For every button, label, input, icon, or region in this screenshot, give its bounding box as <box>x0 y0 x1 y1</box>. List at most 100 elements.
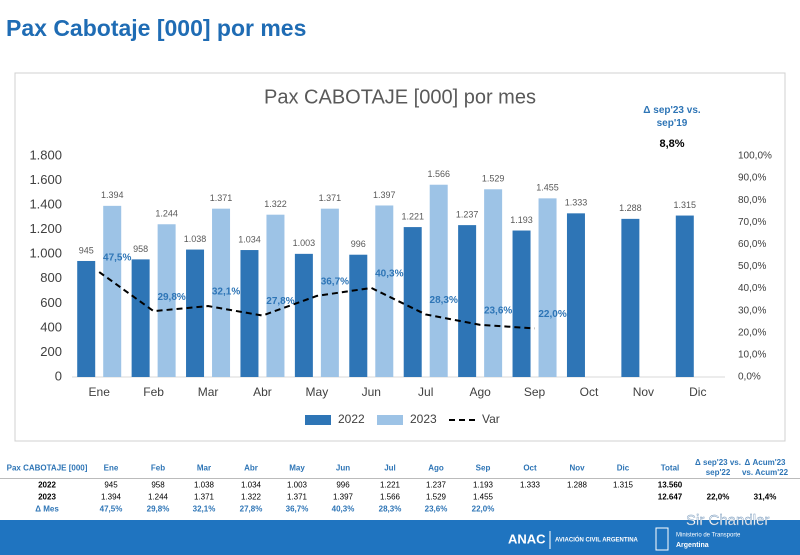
line-label: 47,5% <box>103 253 131 264</box>
y2-tick-label: 80,0% <box>738 195 766 206</box>
line-label: 40,3% <box>375 269 403 280</box>
value-label: 1.566 <box>427 169 450 179</box>
x-tick-label: Mar <box>198 385 219 399</box>
table-rule <box>0 478 800 479</box>
y2-tick-label: 0,0% <box>738 372 761 383</box>
value-label: 1.394 <box>101 190 124 200</box>
table-cell: 27,8% <box>239 504 263 514</box>
value-label: 1.244 <box>155 209 178 219</box>
table-cell: Jun <box>335 463 351 473</box>
bar <box>429 184 448 377</box>
x-tick-label: Feb <box>143 385 164 399</box>
line-label: 23,6% <box>484 305 512 316</box>
table-cell: 28,3% <box>378 504 402 514</box>
table-cell: 1.288 <box>566 480 588 490</box>
bar <box>266 214 285 377</box>
value-label: 958 <box>133 244 148 254</box>
bar <box>675 215 694 377</box>
table-cell: Sep <box>475 463 491 473</box>
footer-brand-sub: AVIACIÓN CIVIL ARGENTINA <box>555 536 639 544</box>
bar <box>484 189 503 377</box>
value-label: 1.371 <box>210 193 233 203</box>
value-label: 1.333 <box>565 198 588 208</box>
y2-tick-label: 90,0% <box>738 173 766 184</box>
table-cell: 22,0% <box>706 492 730 502</box>
footer-brand: ANAC <box>508 531 546 546</box>
bar <box>77 260 96 377</box>
table-cell: 945 <box>104 480 118 490</box>
footer-bar <box>0 520 800 555</box>
line-label: 27,8% <box>266 296 294 307</box>
table-cell: 1.371 <box>286 492 308 502</box>
x-tick-label: Jun <box>362 385 381 399</box>
legend-label: 2023 <box>410 412 437 426</box>
table-cell: 1.566 <box>379 492 401 502</box>
table-cell: Nov <box>569 463 585 473</box>
chart-frame <box>14 72 786 442</box>
x-tick-label: Oct <box>580 385 599 399</box>
table-cell: Δ Mes <box>35 504 59 514</box>
y2-tick-label: 70,0% <box>738 217 766 228</box>
table-cell: 22,0% <box>471 504 495 514</box>
bar <box>212 208 231 377</box>
value-label: 1.237 <box>456 209 479 219</box>
value-label: 996 <box>351 239 366 249</box>
table-cell: Δ Acum'23 vs. Acum'22 <box>741 458 789 477</box>
table-cell: 1.221 <box>379 480 401 490</box>
page-title: Pax Cabotaje [000] por mes <box>6 15 306 41</box>
legend-label: Var <box>482 412 500 426</box>
y-tick-label: 400 <box>40 319 62 334</box>
x-tick-label: Sep <box>524 385 546 399</box>
table-cell: Dic <box>616 463 630 473</box>
chart-title: Pax CABOTAJE [000] por mes <box>264 86 536 108</box>
table-cell: Jul <box>384 463 396 473</box>
value-label: 945 <box>79 245 94 255</box>
x-tick-label: Ene <box>89 385 111 399</box>
table-cell: 1.193 <box>472 480 494 490</box>
bar <box>458 225 477 377</box>
table-cell: 40,3% <box>331 504 355 514</box>
table-cell: 1.322 <box>240 492 262 502</box>
value-label: 1.038 <box>184 234 207 244</box>
line-label: 32,1% <box>212 287 240 298</box>
table-cell: 1.371 <box>193 492 215 502</box>
y-tick-label: 200 <box>40 344 62 359</box>
table-cell: 13.560 <box>657 480 683 490</box>
table-cell: 36,7% <box>285 504 309 514</box>
value-label: 1.322 <box>264 199 287 209</box>
bar <box>157 224 176 377</box>
footer-country: Argentina <box>676 542 709 549</box>
table-cell: Mar <box>196 463 212 473</box>
y-tick-label: 800 <box>40 270 62 285</box>
table-cell: Δ sep'23 vs. sep'22 <box>695 458 741 477</box>
x-tick-label: Jul <box>418 385 433 399</box>
y-tick-label: 1.800 <box>29 147 62 162</box>
table-cell: Ago <box>428 463 444 473</box>
table-cell: 1.237 <box>425 480 447 490</box>
bar <box>186 249 205 377</box>
value-label: 1.315 <box>674 200 697 210</box>
y2-tick-label: 100,0% <box>738 151 772 162</box>
y-tick-label: 1.600 <box>29 172 62 187</box>
annotation-text: Δ sep'23 vs. sep'19 <box>643 105 701 129</box>
x-tick-label: May <box>306 385 329 399</box>
y2-tick-label: 60,0% <box>738 239 766 250</box>
watermark: Sir Chandler <box>686 512 769 529</box>
table-cell: Pax CABOTAJE [000] <box>6 463 88 473</box>
value-label: 1.193 <box>510 215 533 225</box>
y-tick-label: 600 <box>40 295 62 310</box>
y2-tick-label: 10,0% <box>738 350 766 361</box>
table-cell: 32,1% <box>192 504 216 514</box>
line <box>98 271 535 330</box>
table-cell: 1.455 <box>472 492 494 502</box>
y-tick-label: 1.200 <box>29 221 62 236</box>
table-cell: Ene <box>103 463 119 473</box>
x-tick-label: Abr <box>253 385 272 399</box>
line-label: 29,8% <box>157 292 185 303</box>
table-cell: 1.003 <box>286 480 308 490</box>
bar <box>294 253 313 377</box>
y2-tick-label: 50,0% <box>738 261 766 272</box>
table-cell: 1.038 <box>193 480 215 490</box>
table-cell: 29,8% <box>146 504 170 514</box>
